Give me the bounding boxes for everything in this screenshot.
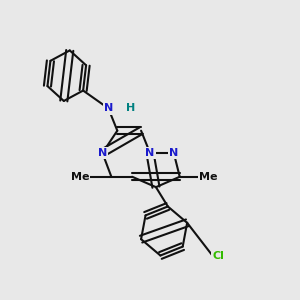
Text: N: N [146, 148, 154, 158]
Text: N: N [104, 103, 113, 113]
Text: N: N [98, 148, 107, 158]
Text: H: H [126, 103, 135, 113]
Text: Me: Me [199, 172, 218, 182]
Text: N: N [169, 148, 178, 158]
Text: Cl: Cl [212, 250, 224, 260]
Text: Me: Me [70, 172, 89, 182]
